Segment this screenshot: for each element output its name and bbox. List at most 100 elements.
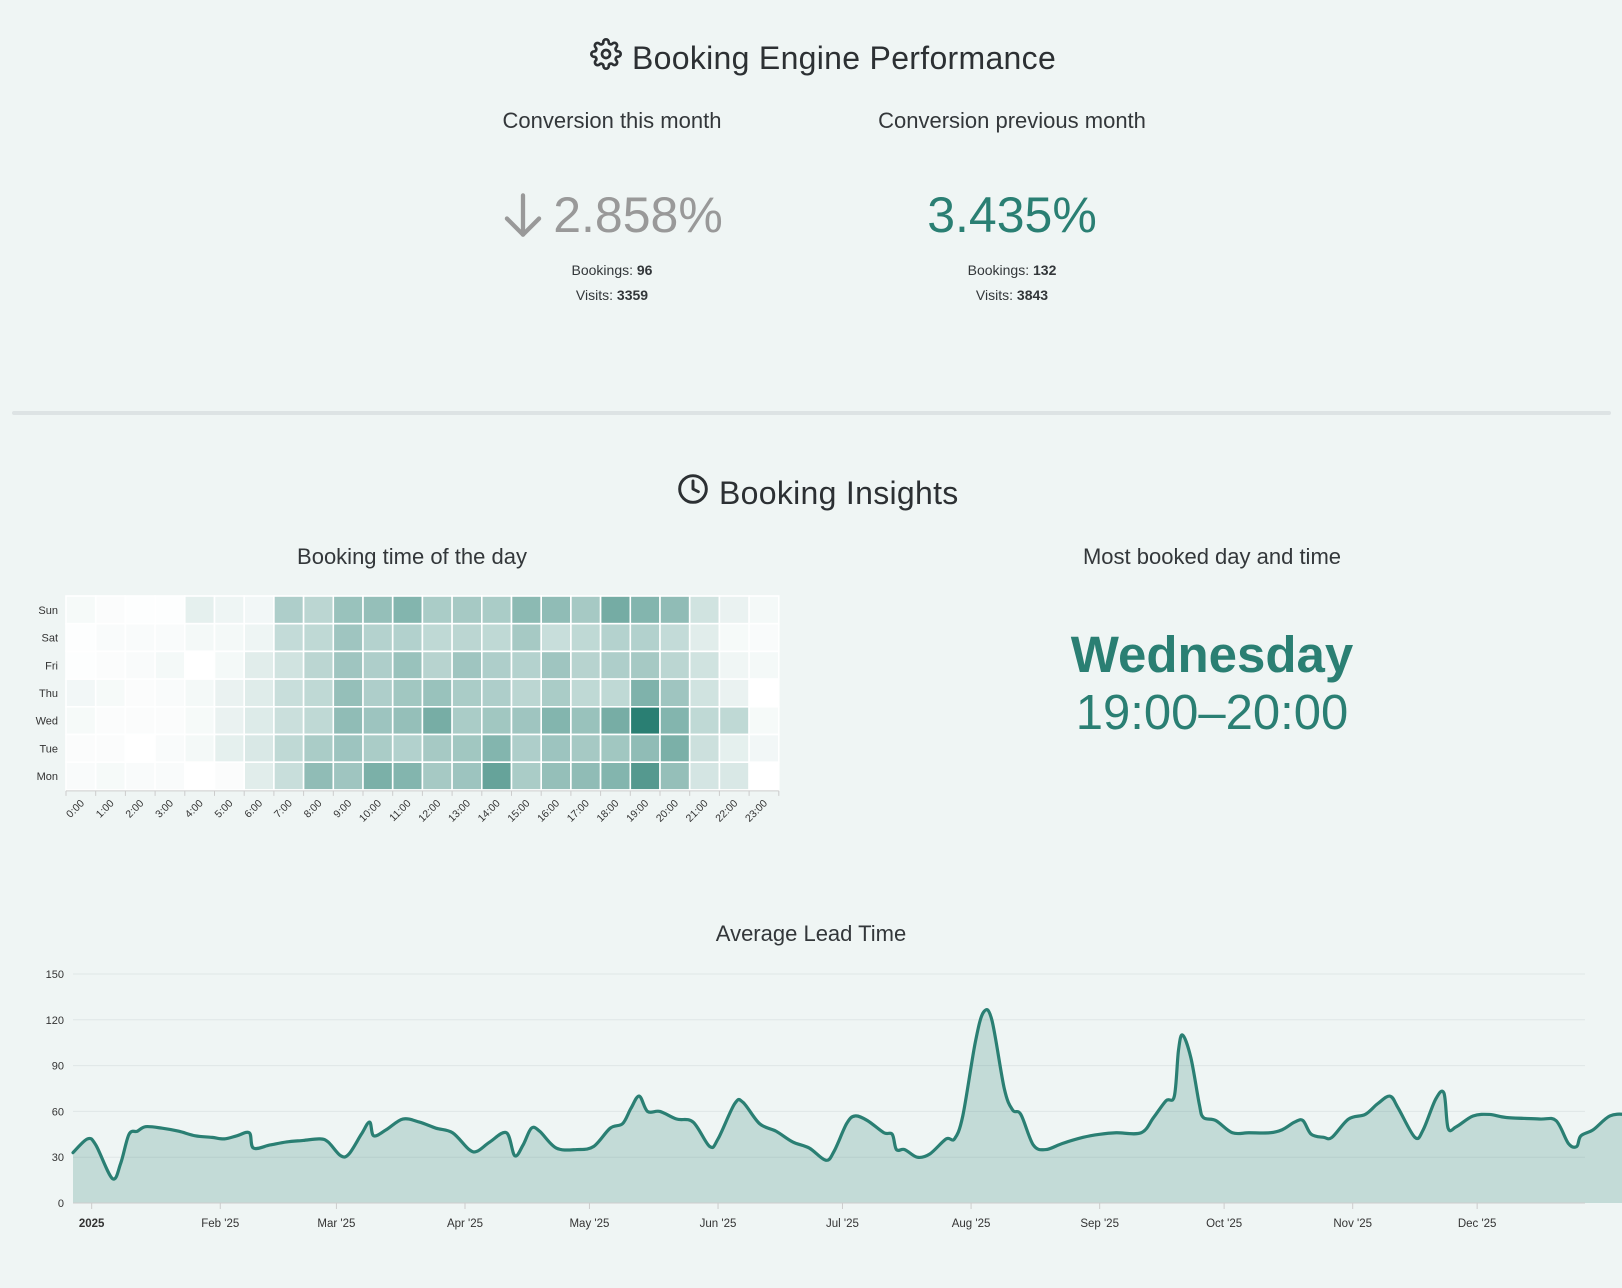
heatmap-cell-sun-23 — [748, 595, 780, 625]
heatmap-cell-sat-0 — [65, 622, 97, 653]
heatmap-cell-sun-12 — [421, 595, 453, 625]
heatmap-cell-mon-7 — [273, 761, 305, 791]
heatmap-cell-sun-18 — [599, 595, 632, 625]
heatmap-cell-sat-13 — [451, 622, 483, 653]
heatmap-cell-thu-15 — [510, 678, 543, 708]
heatmap-cell-sun-20 — [659, 595, 691, 625]
heatmap-cell-mon-19 — [629, 761, 661, 791]
most-booked-time: 19:00–20:00 — [1075, 686, 1349, 740]
heatmap-cell-sun-3 — [154, 595, 186, 625]
y-tick-label: 0 — [58, 1198, 64, 1210]
heatmap-col-label: 10:00 — [357, 797, 384, 824]
heatmap-cell-sat-22 — [718, 622, 750, 653]
y-tick-label: 30 — [52, 1152, 64, 1164]
heatmap-col-label: 13:00 — [446, 797, 473, 824]
heatmap-cell-tue-9 — [332, 733, 364, 764]
heatmap-cell-tue-0 — [65, 733, 97, 764]
heatmap-cell-fri-18 — [599, 650, 632, 680]
heatmap-cell-wed-17 — [570, 706, 602, 736]
heatmap-col-label: 23:00 — [743, 797, 770, 824]
heatmap-cell-wed-0 — [65, 706, 97, 736]
heatmap-cell-sat-17 — [570, 622, 602, 653]
most-booked-title: Most booked day and time — [1082, 544, 1342, 569]
heatmap-cell-wed-7 — [273, 706, 305, 736]
x-tick-label: Jul '25 — [826, 1218, 859, 1230]
lead-time-line — [71, 1007, 1622, 1181]
heatmap-cell-sat-12 — [421, 622, 453, 653]
heatmap-cell-thu-4 — [184, 678, 216, 708]
heatmap-cell-mon-6 — [243, 761, 275, 791]
heatmap-cell-sat-10 — [362, 622, 394, 653]
heatmap-cell-fri-9 — [332, 650, 364, 680]
heatmap-cell-fri-2 — [124, 650, 156, 680]
heatmap-cell-sat-15 — [510, 622, 543, 653]
prev-month-bookings: Bookings: 132 — [848, 258, 1176, 283]
heatmap-cell-sun-7 — [273, 595, 305, 625]
heatmap-cell-mon-13 — [451, 761, 483, 791]
heatmap-cell-thu-1 — [94, 678, 127, 708]
heatmap-cell-mon-17 — [570, 761, 602, 791]
heatmap-cell-thu-7 — [273, 678, 305, 708]
visits-value: 3843 — [1016, 287, 1049, 303]
heatmap-cell-fri-8 — [302, 650, 335, 680]
x-tick-label: Sep '25 — [1080, 1218, 1119, 1230]
heatmap-cell-wed-22 — [718, 706, 750, 736]
heatmap-cell-tue-21 — [688, 733, 721, 764]
heatmap-cell-wed-23 — [748, 706, 780, 736]
visits-label: Visits: — [575, 287, 614, 303]
heatmap-cell-sat-2 — [124, 622, 156, 653]
conversion-this-month-value-row: 2.858% — [450, 186, 774, 244]
heatmap-cell-thu-23 — [748, 678, 780, 708]
booking-heatmap: Sun Sat Fri Thu Wed Tue Mon 0:00 1:00 2:00 3:00 4:0… — [36, 595, 780, 825]
heatmap-cell-wed-10 — [362, 706, 394, 736]
heatmap-cell-mon-5 — [213, 761, 246, 791]
heatmap-cell-wed-14 — [480, 706, 513, 736]
heatmap-cell-fri-5 — [213, 650, 246, 680]
heatmap-cell-thu-17 — [570, 678, 602, 708]
heatmap-cell-mon-9 — [332, 761, 364, 791]
this-month-bookings: Bookings: 96 — [450, 258, 774, 283]
heatmap-cell-sat-3 — [154, 622, 186, 653]
heatmap-cell-fri-10 — [362, 650, 394, 680]
heatmap-cell-tue-7 — [273, 733, 305, 764]
heatmap-cell-sat-18 — [599, 622, 632, 653]
heatmap-cell-thu-11 — [391, 678, 424, 708]
heatmap-cell-fri-6 — [243, 650, 275, 680]
heatmap-title: Booking time of the day — [297, 544, 527, 569]
heatmap-cell-fri-21 — [688, 650, 721, 680]
conversion-previous-month-label: Conversion previous month — [878, 108, 1146, 133]
heatmap-cell-mon-21 — [688, 761, 721, 791]
x-tick-label: May '25 — [569, 1218, 609, 1230]
heatmap-cell-mon-22 — [718, 761, 750, 791]
heatmap-cell-thu-2 — [124, 678, 156, 708]
heatmap-cell-mon-20 — [659, 761, 691, 791]
heatmap-cell-tue-16 — [540, 733, 572, 764]
heatmap-cell-mon-1 — [94, 761, 127, 791]
heatmap-cell-sun-22 — [718, 595, 750, 625]
heatmap-cell-wed-15 — [510, 706, 543, 736]
heatmap-cell-sun-14 — [480, 595, 513, 625]
heatmap-cell-tue-12 — [421, 733, 453, 764]
heatmap-cell-fri-14 — [480, 650, 513, 680]
heatmap-cell-tue-10 — [362, 733, 394, 764]
bookings-label: Bookings: — [571, 262, 633, 278]
heatmap-cell-fri-20 — [659, 650, 691, 680]
conversion-this-month-value: 2.858% — [553, 187, 723, 243]
heatmap-cell-sun-15 — [510, 595, 543, 625]
heatmap-cell-wed-13 — [451, 706, 483, 736]
heatmap-cell-tue-13 — [451, 733, 483, 764]
bookings-value: 132 — [1033, 262, 1057, 278]
lead-time-title: Average Lead Time — [715, 921, 907, 946]
heatmap-cell-thu-13 — [451, 678, 483, 708]
heatmap-cell-wed-19 — [629, 706, 661, 736]
heatmap-cell-wed-16 — [540, 706, 572, 736]
heatmap-cell-sat-5 — [213, 622, 246, 653]
heatmap-cell-mon-11 — [391, 761, 424, 791]
heatmap-cell-sat-23 — [748, 622, 780, 653]
heatmap-cell-mon-3 — [154, 761, 186, 791]
heatmap-cell-sat-11 — [391, 622, 424, 653]
heatmap-cell-wed-9 — [332, 706, 364, 736]
heatmap-cell-tue-23 — [748, 733, 780, 764]
heatmap-col-label: 11:00 — [387, 797, 414, 824]
x-tick-label: Aug '25 — [952, 1218, 991, 1230]
